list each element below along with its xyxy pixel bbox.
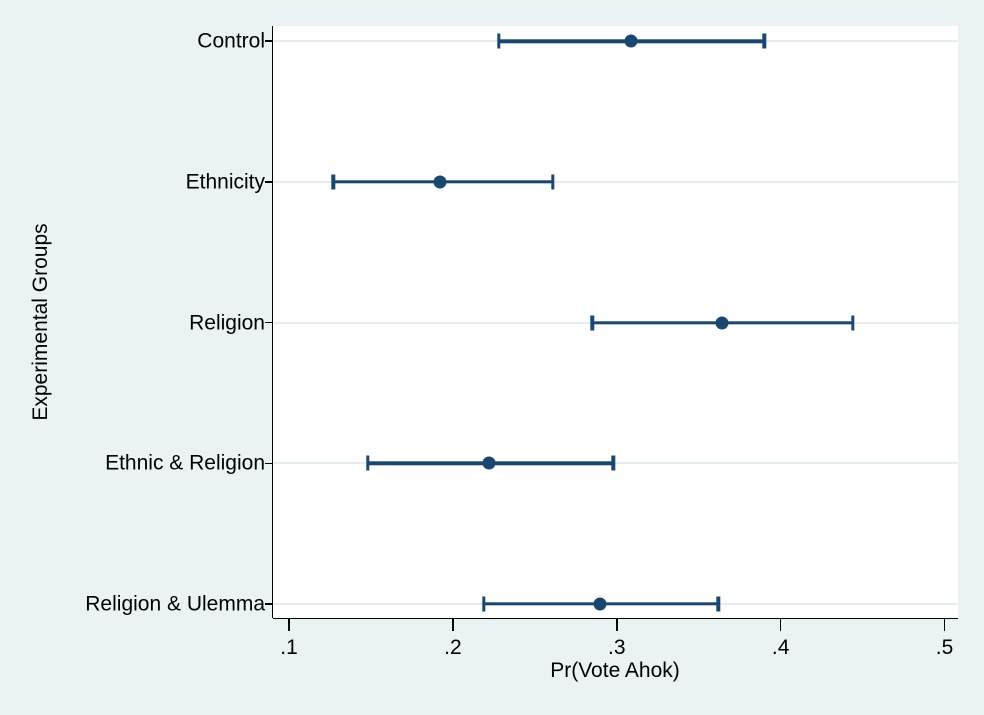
- ci-cap-right: [551, 174, 555, 190]
- y-tick: [265, 603, 273, 605]
- y-tick: [265, 462, 273, 465]
- x-tick: [452, 619, 454, 631]
- x-axis-line: [273, 617, 958, 619]
- y-axis-title: Experimental Groups: [29, 223, 52, 421]
- x-tick: [779, 619, 782, 631]
- y-tick: [265, 40, 273, 42]
- gridline: [273, 462, 958, 465]
- ci-cap-left: [497, 33, 501, 49]
- x-tick: [616, 619, 618, 631]
- ci-cap-right: [611, 455, 616, 471]
- y-category-label: Ethnic & Religion: [105, 451, 265, 475]
- ci-cap-right: [762, 33, 766, 49]
- y-tick: [265, 181, 273, 183]
- x-tick-label: .4: [771, 636, 790, 659]
- y-category-label: Ethnicity: [185, 170, 265, 194]
- ci-cap-left: [365, 455, 370, 471]
- ci-cap-left: [331, 174, 335, 190]
- x-tick-label: .1: [280, 636, 298, 659]
- point-marker: [593, 597, 607, 611]
- x-tick-label: .3: [607, 636, 626, 659]
- plot-area: [273, 26, 958, 618]
- y-tick: [265, 321, 273, 324]
- x-axis-title: Pr(Vote Ahok): [550, 659, 680, 682]
- point-marker: [624, 34, 638, 48]
- ci-cap-left: [590, 315, 594, 331]
- x-tick: [288, 619, 290, 631]
- ci-cap-right: [716, 596, 721, 612]
- ci-cap-left: [482, 596, 486, 612]
- x-tick: [943, 619, 946, 631]
- point-marker: [482, 456, 496, 470]
- gridline: [273, 180, 958, 183]
- point-marker: [715, 316, 729, 330]
- x-tick-label: .5: [935, 636, 954, 659]
- y-category-label: Control: [197, 29, 265, 53]
- y-category-label: Religion & Ulemma: [85, 592, 265, 616]
- point-marker: [433, 175, 447, 189]
- y-category-label: Religion: [189, 311, 265, 335]
- x-tick-label: .2: [444, 636, 462, 659]
- ci-cap-right: [851, 315, 855, 331]
